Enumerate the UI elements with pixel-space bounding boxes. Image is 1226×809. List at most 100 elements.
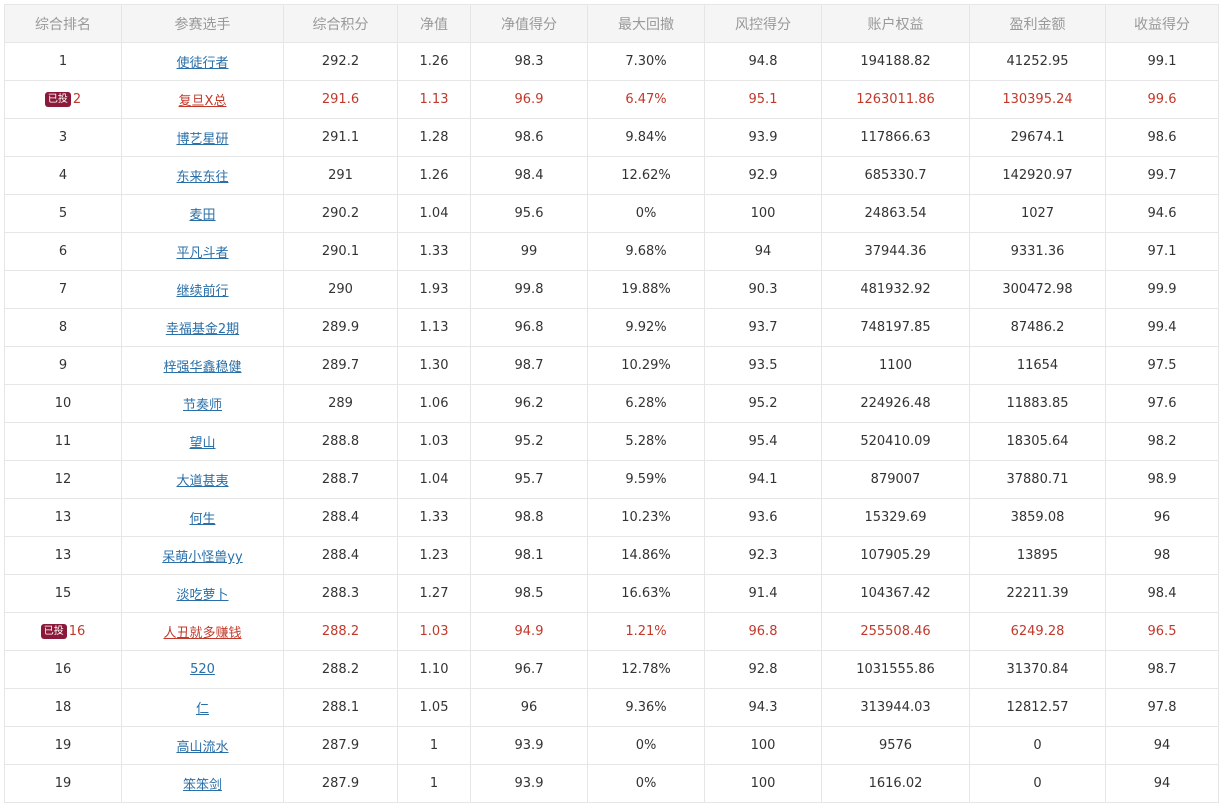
invested-badge: 已投 — [40, 624, 67, 639]
cell-nav-score: 95.6 — [470, 194, 588, 233]
cell-nav: 1.93 — [397, 270, 471, 309]
player-name-link[interactable]: 麦田 — [189, 208, 216, 223]
player-name-link[interactable]: 东来东往 — [176, 170, 229, 185]
cell-profit: 300472.98 — [969, 270, 1106, 309]
cell-player: 使徒行者 — [121, 42, 284, 81]
cell-max-drawdown: 19.88% — [587, 270, 705, 309]
player-name-link[interactable]: 复旦X总 — [178, 94, 227, 109]
cell-max-drawdown: 6.47% — [587, 80, 705, 119]
rank-value: 8 — [58, 320, 68, 335]
cell-player: 复旦X总 — [121, 80, 284, 119]
cell-equity: 1616.02 — [821, 764, 970, 803]
cell-max-drawdown: 6.28% — [587, 384, 705, 423]
cell-return-score: 99.6 — [1105, 80, 1219, 119]
player-name-link[interactable]: 520 — [190, 662, 215, 677]
cell-player: 麦田 — [121, 194, 284, 233]
table-row: 已投 2 复旦X总 291.6 1.13 96.9 6.47% 95.1 1263011.86 1… — [4, 80, 1219, 119]
cell-nav: 1.26 — [397, 42, 471, 81]
player-name-link[interactable]: 笨笨剑 — [182, 778, 222, 793]
cell-nav: 1.06 — [397, 384, 471, 423]
cell-equity: 255508.46 — [821, 612, 970, 651]
player-name-link[interactable]: 呆萌小怪兽yy — [162, 550, 243, 565]
cell-max-drawdown: 0% — [587, 726, 705, 765]
cell-profit: 41252.95 — [969, 42, 1106, 81]
cell-nav: 1.04 — [397, 460, 471, 499]
player-name-link[interactable]: 高山流水 — [176, 740, 229, 755]
rank-value: 15 — [54, 586, 72, 601]
table-row: 11 望山 288.8 1.03 95.2 5.28% 95.4 520410.09 18305… — [4, 422, 1219, 461]
cell-profit: 13895 — [969, 536, 1106, 575]
cell-equity: 520410.09 — [821, 422, 970, 461]
player-name-link[interactable]: 幸福基金2期 — [165, 322, 240, 337]
header-risk-score: 风控得分 — [704, 4, 822, 43]
player-name-link[interactable]: 淡吃萝卜 — [176, 588, 229, 603]
rank-value: 11 — [54, 434, 72, 449]
header-player: 参赛选手 — [121, 4, 284, 43]
cell-nav-score: 95.2 — [470, 422, 588, 461]
rank-value: 19 — [54, 738, 72, 753]
cell-nav: 1.05 — [397, 688, 471, 727]
cell-risk-score: 90.3 — [704, 270, 822, 309]
header-rank: 综合排名 — [4, 4, 122, 43]
cell-rank: 1 — [4, 42, 122, 81]
cell-max-drawdown: 12.78% — [587, 650, 705, 689]
cell-nav-score: 99 — [470, 232, 588, 271]
cell-max-drawdown: 0% — [587, 764, 705, 803]
cell-nav: 1.03 — [397, 422, 471, 461]
player-name-link[interactable]: 仁 — [195, 702, 209, 717]
player-name-link[interactable]: 何生 — [189, 512, 216, 527]
player-name-link[interactable]: 继续前行 — [176, 284, 229, 299]
cell-rank: 10 — [4, 384, 122, 423]
player-name-link[interactable]: 梓强华鑫稳健 — [163, 360, 242, 375]
cell-equity: 1031555.86 — [821, 650, 970, 689]
cell-rank: 12 — [4, 460, 122, 499]
cell-return-score: 96.5 — [1105, 612, 1219, 651]
player-name-link[interactable]: 大道甚夷 — [176, 474, 229, 489]
cell-profit: 1027 — [969, 194, 1106, 233]
player-name-link[interactable]: 使徒行者 — [176, 56, 229, 71]
cell-nav-score: 98.3 — [470, 42, 588, 81]
cell-profit: 31370.84 — [969, 650, 1106, 689]
cell-return-score: 97.8 — [1105, 688, 1219, 727]
cell-total-score: 291.1 — [283, 118, 398, 157]
table-row: 15 淡吃萝卜 288.3 1.27 98.5 16.63% 91.4 104367.42 22… — [4, 574, 1219, 613]
player-name-link[interactable]: 博艺星研 — [176, 132, 229, 147]
player-name-link[interactable]: 人丑就多赚钱 — [163, 626, 242, 641]
cell-player: 呆萌小怪兽yy — [121, 536, 284, 575]
cell-player: 继续前行 — [121, 270, 284, 309]
cell-rank: 13 — [4, 498, 122, 537]
cell-nav: 1.33 — [397, 498, 471, 537]
player-name-link[interactable]: 平凡斗者 — [176, 246, 229, 261]
table-row: 5 麦田 290.2 1.04 95.6 0% 100 24863.54 1027 94.6 — [4, 194, 1219, 233]
cell-profit: 3859.08 — [969, 498, 1106, 537]
cell-rank: 已投 16 — [4, 612, 122, 651]
cell-risk-score: 92.9 — [704, 156, 822, 195]
cell-risk-score: 94 — [704, 232, 822, 271]
cell-equity: 24863.54 — [821, 194, 970, 233]
cell-player: 平凡斗者 — [121, 232, 284, 271]
cell-nav: 1.23 — [397, 536, 471, 575]
player-name-link[interactable]: 望山 — [189, 436, 216, 451]
table-row: 10 节奏师 289 1.06 96.2 6.28% 95.2 224926.48 11883.… — [4, 384, 1219, 423]
player-name-link[interactable]: 节奏师 — [182, 398, 222, 413]
cell-nav-score: 96.7 — [470, 650, 588, 689]
cell-nav-score: 98.1 — [470, 536, 588, 575]
header-return-score: 收益得分 — [1105, 4, 1219, 43]
cell-total-score: 288.2 — [283, 612, 398, 651]
cell-profit: 6249.28 — [969, 612, 1106, 651]
cell-profit: 130395.24 — [969, 80, 1106, 119]
rank-value: 19 — [54, 776, 72, 791]
cell-player: 幸福基金2期 — [121, 308, 284, 347]
cell-return-score: 94 — [1105, 764, 1219, 803]
cell-player: 望山 — [121, 422, 284, 461]
cell-return-score: 98.7 — [1105, 650, 1219, 689]
cell-equity: 15329.69 — [821, 498, 970, 537]
table-row: 7 继续前行 290 1.93 99.8 19.88% 90.3 481932.92 30047… — [4, 270, 1219, 309]
cell-profit: 29674.1 — [969, 118, 1106, 157]
cell-risk-score: 95.1 — [704, 80, 822, 119]
cell-equity: 37944.36 — [821, 232, 970, 271]
rank-value: 4 — [58, 168, 68, 183]
cell-nav: 1.33 — [397, 232, 471, 271]
cell-nav: 1.26 — [397, 156, 471, 195]
cell-equity: 748197.85 — [821, 308, 970, 347]
